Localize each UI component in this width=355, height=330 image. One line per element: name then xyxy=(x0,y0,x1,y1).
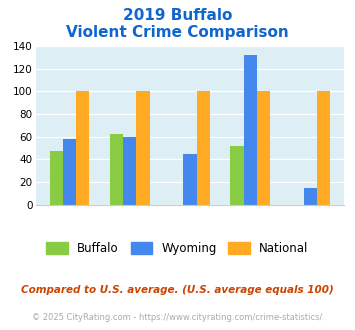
Bar xyxy=(230,146,244,205)
Bar xyxy=(63,139,76,205)
Bar xyxy=(197,91,210,205)
Bar xyxy=(76,91,89,205)
Bar xyxy=(110,134,123,205)
Bar xyxy=(136,91,149,205)
Legend: Buffalo, Wyoming, National: Buffalo, Wyoming, National xyxy=(42,237,313,259)
Text: Violent Crime Comparison: Violent Crime Comparison xyxy=(66,25,289,40)
Text: Compared to U.S. average. (U.S. average equals 100): Compared to U.S. average. (U.S. average … xyxy=(21,285,334,295)
Bar xyxy=(244,55,257,205)
Text: © 2025 CityRating.com - https://www.cityrating.com/crime-statistics/: © 2025 CityRating.com - https://www.city… xyxy=(32,314,323,322)
Bar xyxy=(257,91,270,205)
Bar xyxy=(123,137,136,205)
Bar xyxy=(304,188,317,205)
Bar xyxy=(317,91,330,205)
Bar xyxy=(50,151,63,205)
Bar xyxy=(183,154,197,205)
Text: 2019 Buffalo: 2019 Buffalo xyxy=(123,8,232,23)
